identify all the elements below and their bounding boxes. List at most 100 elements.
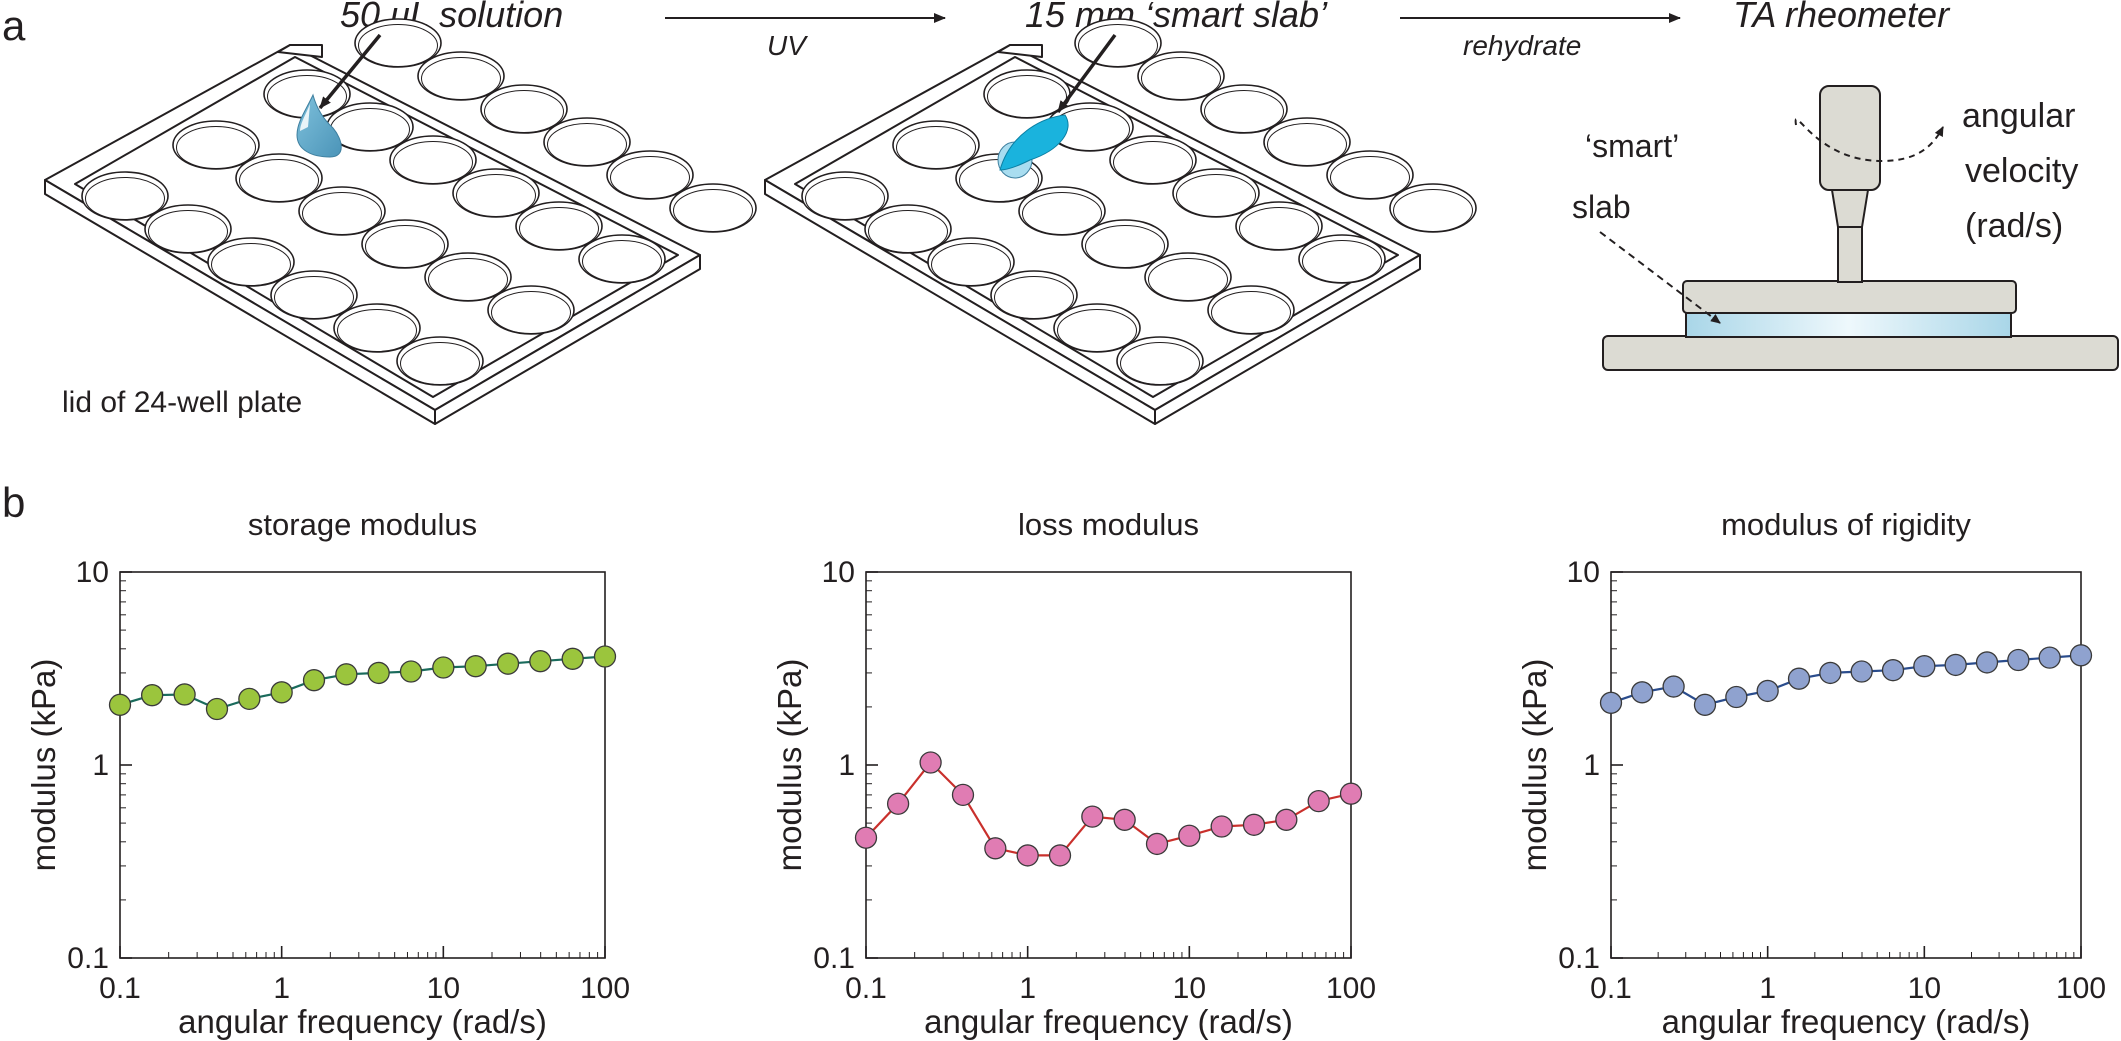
x-tick-label: 10: [1908, 972, 1941, 1005]
data-point: [367, 661, 390, 685]
data-point: [399, 660, 423, 683]
data-point: [984, 837, 1007, 860]
data-point: [2007, 648, 2030, 672]
x-tick-label: 100: [1326, 972, 1376, 1005]
y-tick-label: 10: [76, 556, 109, 589]
data-point: [886, 792, 910, 815]
arrow2-label: rehydrate: [1463, 30, 1581, 61]
velocity-label-line2: velocity: [1965, 152, 2078, 190]
data-point: [335, 663, 358, 686]
x-tick-label: 1: [1759, 972, 1776, 1005]
data-point: [173, 683, 196, 706]
plot-frame: [119, 571, 606, 959]
y-tick-label: 0.1: [813, 942, 855, 975]
series-line: [119, 655, 606, 711]
y-axis-label: modulus (kPa): [25, 659, 62, 872]
data-point: [1725, 685, 1748, 709]
x-tick-label: 100: [580, 972, 630, 1005]
x-tick-label: 0.1: [99, 972, 141, 1005]
data-point: [1850, 660, 1873, 683]
solution-droplet-icon: [296, 93, 342, 158]
rheometer-taper: [1830, 189, 1870, 228]
data-point: [529, 650, 552, 673]
data-point: [1630, 681, 1654, 704]
x-axis-label: angular frequency (rad/s): [178, 1003, 547, 1040]
data-point: [1016, 844, 1039, 867]
data-point: [1975, 651, 1999, 674]
data-point: [1178, 824, 1201, 847]
data-point: [1819, 661, 1842, 685]
data-point: [1048, 844, 1072, 867]
x-tick-label: 1: [1019, 972, 1036, 1005]
x-axis-label: angular frequency (rad/s): [924, 1003, 1293, 1040]
chart-title: modulus of rigidity: [1721, 507, 1971, 542]
modulus-of-rigidity-chart: modulus of rigidity angular frequency (ra…: [1516, 507, 2106, 1040]
y-tick-label: 10: [1567, 556, 1600, 589]
data-point: [1081, 805, 1104, 828]
data-point: [140, 684, 164, 707]
data-point: [1275, 808, 1298, 831]
rheometer-spindle-head: [1819, 85, 1881, 191]
rheometer-upper-plate: [1682, 280, 2017, 314]
step3-label: TA rheometer: [1733, 0, 1951, 35]
data-point: [2038, 646, 2061, 669]
data-point: [464, 655, 487, 678]
data-point: [205, 697, 229, 721]
data-point: [2069, 644, 2093, 667]
y-tick-label: 1: [92, 749, 109, 782]
loss-modulus-chart: loss modulus angular frequency (rad/s) mod…: [771, 507, 1376, 1040]
panel-b-label: b: [2, 479, 25, 526]
data-point: [270, 681, 293, 704]
y-tick-label: 0.1: [67, 942, 109, 975]
data-point: [951, 783, 975, 807]
rheometer-illustration: [1602, 85, 2119, 371]
velocity-label-line3: (rad/s): [1965, 207, 2063, 245]
y-axis-label: modulus (kPa): [771, 659, 808, 872]
data-point: [1599, 691, 1623, 714]
rotation-arrow-icon: [1794, 118, 1944, 163]
arrow1-label: UV: [767, 30, 808, 61]
data-point: [432, 656, 455, 679]
velocity-label-line1: angular: [1962, 97, 2075, 135]
slab-indicator-arrow: [1599, 231, 1721, 324]
data-point: [1662, 675, 1685, 698]
data-point: [1210, 815, 1233, 838]
plot-frame: [1610, 571, 2082, 959]
data-point: [496, 652, 520, 675]
slab-label-line2: slab: [1572, 189, 1631, 225]
y-tick-label: 1: [838, 749, 855, 782]
rheometer-base-plate: [1602, 335, 2119, 371]
storage-modulus-chart: storage modulus angular frequency (rad/s)…: [25, 507, 630, 1040]
data-point: [1881, 659, 1905, 682]
plate-label: lid of 24-well plate: [62, 386, 302, 419]
y-tick-label: 10: [822, 556, 855, 589]
data-point: [108, 693, 132, 716]
x-axis-label: angular frequency (rad/s): [1662, 1003, 2031, 1040]
well-plate-lid-2: [764, 18, 1477, 425]
data-point: [1913, 655, 1936, 678]
series-line: [865, 760, 1352, 857]
x-tick-label: 10: [427, 972, 460, 1005]
data-point: [1242, 813, 1266, 836]
data-point: [1339, 782, 1363, 805]
data-point: [1307, 789, 1330, 813]
slab-pointer-arrow: [1056, 33, 1117, 114]
x-tick-label: 0.1: [845, 972, 887, 1005]
chart-title: storage modulus: [248, 507, 477, 542]
rheometer-shaft: [1837, 225, 1863, 283]
data-point: [238, 687, 261, 711]
smart-slab-disc-icon: [997, 114, 1069, 179]
data-point: [302, 669, 326, 692]
data-point: [1113, 808, 1136, 831]
smart-slab-sample: [1685, 310, 2012, 338]
x-tick-label: 100: [2056, 972, 2106, 1005]
y-tick-label: 0.1: [1558, 942, 1600, 975]
data-point: [593, 645, 617, 668]
data-point: [1145, 832, 1169, 856]
well-plate-lid-1: [44, 18, 757, 425]
x-tick-label: 10: [1173, 972, 1206, 1005]
series-line: [1610, 654, 2082, 706]
y-tick-label: 1: [1583, 749, 1600, 782]
chart-title: loss modulus: [1018, 507, 1199, 542]
